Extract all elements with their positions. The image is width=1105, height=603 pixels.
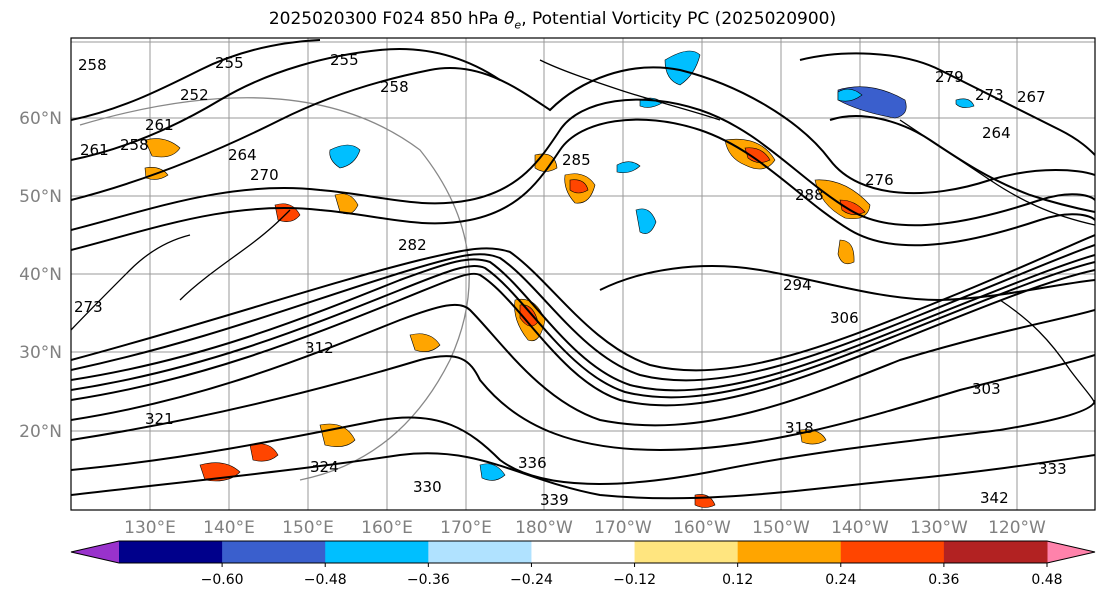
map-frame [70, 37, 1096, 511]
colorbar-segment [428, 541, 532, 563]
contour-label: 264 [228, 146, 257, 164]
colorbar-tick-label: −0.12 [613, 572, 656, 588]
colorbar-outline [70, 540, 1096, 564]
latitude-axis: 60°N 50°N 40°N 30°N 20°N [19, 109, 62, 442]
lat-label: 40°N [19, 265, 62, 285]
theta-e-contours [71, 39, 1095, 500]
colorbar-segment [325, 541, 429, 563]
contour-label: 276 [865, 171, 894, 189]
lon-label: 180°W [515, 518, 573, 538]
colorbar-segment [840, 541, 945, 563]
colorbar-segment [634, 541, 739, 563]
lon-label: 160°W [673, 518, 731, 538]
contour-label: 279 [935, 68, 964, 86]
colorbar-tick-label: 0.36 [928, 572, 959, 588]
contour-label: 288 [795, 186, 824, 204]
colorbar-extend-low [71, 541, 119, 563]
colorbar-extend-high [1047, 541, 1095, 563]
colorbar-tick-label: 0.48 [1031, 572, 1062, 588]
colorbar-tick-label: 0.24 [825, 572, 856, 588]
contour-label: 282 [398, 236, 427, 254]
contour-label: 312 [305, 339, 334, 357]
colorbar-tick-label: −0.48 [304, 572, 347, 588]
lon-label: 130°E [124, 518, 176, 538]
lon-label: 150°W [752, 518, 810, 538]
colorbar-tick-label: 0.12 [722, 572, 753, 588]
colorbar: −0.60 −0.48 −0.36 −0.24 −0.12 0.12 0.24 0.36 0.4… [70, 540, 1096, 588]
lon-label: 170°E [440, 518, 492, 538]
title-suffix: , Potential Vorticity PC (2025020900) [521, 9, 837, 29]
contour-label: 255 [215, 54, 244, 72]
lon-label: 160°E [361, 518, 413, 538]
lat-label: 50°N [19, 187, 62, 207]
contour-label: 273 [74, 298, 103, 316]
colorbar-segment [531, 541, 636, 563]
range-circle [79, 97, 470, 481]
colorbar-segment [943, 541, 1048, 563]
lon-label: 130°W [910, 518, 968, 538]
colorbar-segment [119, 541, 223, 563]
contour-labels: 258 255 255 258 252 261 261 258 264 270 … [74, 51, 1067, 509]
contour-label: 261 [145, 116, 174, 134]
contour-label: 252 [180, 86, 209, 104]
colorbar-tick-label: −0.24 [510, 572, 553, 588]
lat-label: 60°N [19, 109, 62, 129]
longitude-axis: 130°E 140°E 150°E 160°E 170°E 180°W 170°… [124, 518, 1046, 538]
contour-label: 273 [975, 86, 1004, 104]
lon-label: 140°E [203, 518, 255, 538]
contour-label: 333 [1038, 460, 1067, 478]
coastlines [71, 59, 1095, 406]
lon-label: 120°W [988, 518, 1046, 538]
colorbar-segment [222, 541, 326, 563]
lon-label: 150°E [282, 518, 334, 538]
lon-label: 170°W [594, 518, 652, 538]
contour-label: 339 [540, 491, 569, 509]
contour-label: 324 [310, 458, 339, 476]
contour-label: 303 [972, 380, 1001, 398]
colorbar-tick-label: −0.36 [407, 572, 450, 588]
title-theta: θ [504, 9, 515, 29]
map-content: 258 255 255 258 252 261 261 258 264 270 … [71, 38, 1095, 510]
contour-label: 306 [830, 309, 859, 327]
contour-label: 285 [562, 151, 591, 169]
lat-label: 20°N [19, 422, 62, 442]
contour-label: 258 [120, 136, 149, 154]
title-prefix: 2025020300 F024 850 hPa [268, 9, 504, 29]
figure-title: 2025020300 F024 850 hPa θe, Potential Vo… [0, 9, 1105, 31]
title-theta-sub: e [514, 18, 522, 32]
lat-label: 30°N [19, 343, 62, 363]
contour-label: 336 [518, 454, 547, 472]
lon-label: 140°W [831, 518, 889, 538]
contour-label: 261 [80, 141, 109, 159]
contour-label: 264 [982, 124, 1011, 142]
contour-label: 321 [145, 410, 174, 428]
contour-label: 318 [785, 419, 814, 437]
contour-label: 330 [413, 478, 442, 496]
contour-label: 255 [330, 51, 359, 69]
contour-label: 294 [783, 276, 812, 294]
colorbar-segment [737, 541, 842, 563]
contour-label: 267 [1017, 88, 1046, 106]
contour-label: 342 [980, 489, 1009, 507]
contour-label: 270 [250, 166, 279, 184]
colorbar-tick-label: −0.60 [201, 572, 244, 588]
contour-label: 258 [78, 56, 107, 74]
contour-label: 258 [380, 78, 409, 96]
